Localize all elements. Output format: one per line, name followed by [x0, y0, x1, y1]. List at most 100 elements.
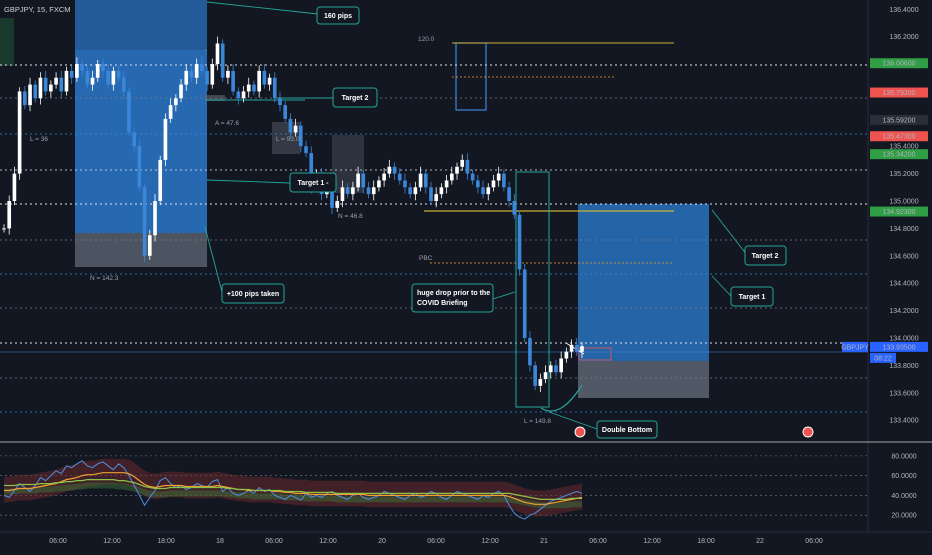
- candle-body: [137, 146, 142, 188]
- price-badge-text: 135.59200: [882, 117, 915, 124]
- price-badges: 136.00600 135.79200 135.59200 135.47300 135.…: [841, 58, 928, 363]
- candle-body: [205, 70, 209, 85]
- price-tick-label: 135.2000: [889, 171, 918, 178]
- time-tick-label: 12:00: [643, 538, 661, 545]
- candle-body: [465, 159, 470, 174]
- callout-target-2-right[interactable]: Target 2: [744, 245, 787, 266]
- candle-body: [200, 64, 204, 71]
- callout-target-2-left[interactable]: Target 2: [332, 87, 378, 108]
- candle-body: [340, 187, 345, 202]
- leader-160-pips: [206, 1, 319, 15]
- time-tick-label: 18:00: [157, 538, 175, 545]
- candle-body: [80, 64, 84, 71]
- candle-body: [304, 146, 308, 154]
- time-tick-label: 20: [378, 538, 386, 545]
- drop-channel-rectangle: [515, 171, 550, 408]
- candle-body: [470, 173, 475, 181]
- label-n142: N = 142.3: [90, 275, 119, 282]
- callout-100-pips[interactable]: +100 pips taken: [221, 283, 285, 304]
- callout-text: Target 1: [739, 294, 766, 301]
- candle-body: [434, 194, 439, 202]
- time-tick-label: 18:00: [697, 538, 715, 545]
- candle-body: [95, 64, 100, 78]
- candle-body: [528, 337, 532, 366]
- candle-body: [189, 70, 194, 78]
- callout-huge-drop[interactable]: huge drop prior to the COVID Briefing: [411, 283, 494, 313]
- candle-body: [429, 187, 433, 202]
- candle-body: [366, 187, 371, 195]
- candle-body: [278, 98, 282, 106]
- candle-body: [111, 70, 116, 85]
- price-tick-label: 135.0000: [889, 199, 918, 206]
- oscillator-tick-label: 20.0000: [891, 513, 916, 520]
- candle-body: [59, 77, 64, 92]
- candle-body: [38, 77, 43, 99]
- candle-body: [179, 84, 183, 99]
- candle-body: [158, 159, 163, 202]
- callout-double-bottom[interactable]: Double Bottom: [596, 420, 658, 439]
- current-price-value: 133.93500: [882, 344, 915, 351]
- event-flag-icon-circle: [574, 426, 586, 438]
- callout-box: [221, 283, 285, 304]
- candle-body: [147, 235, 152, 256]
- callout-160-pips[interactable]: 160 pips: [316, 6, 360, 25]
- oscillator-axis-ticks: 80.0000 60.0000 40.0000 20.0000: [891, 453, 916, 519]
- callout-target-1-right[interactable]: Target 1: [730, 286, 774, 307]
- leader-target1-left: [206, 179, 291, 184]
- candle-body: [460, 159, 465, 167]
- price-badge-bg: [870, 206, 928, 217]
- candle-body: [569, 344, 574, 352]
- candle-body: [283, 105, 288, 119]
- candle-body: [33, 84, 38, 99]
- event-flag-icon-2[interactable]: [802, 426, 814, 438]
- candle-body: [408, 187, 412, 195]
- candle-body: [252, 84, 256, 92]
- candle-body: [153, 201, 157, 236]
- candle-body: [522, 269, 527, 338]
- candle-body: [444, 180, 449, 188]
- price-badge-bg: [870, 87, 928, 98]
- oscillator-pane: [0, 455, 868, 520]
- price-tick-label: 134.0000: [889, 335, 918, 342]
- candle-body: [455, 166, 459, 174]
- candle-body: [12, 173, 17, 202]
- time-tick-label: 06:00: [805, 538, 823, 545]
- candle-body: [293, 125, 298, 133]
- price-tick-label: 133.8000: [889, 363, 918, 370]
- oscillator-green-band: [4, 482, 582, 509]
- time-tick-label: 06:00: [427, 538, 445, 545]
- leader-target1-right: [711, 275, 732, 297]
- time-tick-label: 18: [216, 538, 224, 545]
- candle-body: [28, 84, 32, 106]
- candle-body: [142, 187, 147, 256]
- price-badge-text: 135.47300: [882, 134, 915, 141]
- candle-body: [486, 187, 491, 195]
- candle-body: [241, 91, 246, 99]
- candle-body: [548, 365, 553, 373]
- callout-text: 160 pips: [324, 13, 352, 20]
- callout-box: [411, 283, 494, 313]
- time-tick-label: 21: [540, 538, 548, 545]
- candle-body: [127, 91, 131, 133]
- price-tick-label: 134.8000: [889, 226, 918, 233]
- event-flag-icon[interactable]: [574, 426, 586, 438]
- callout-box: [730, 286, 774, 307]
- candle-body: [2, 228, 6, 230]
- time-tick-label: 12:00: [319, 538, 337, 545]
- candle-body: [220, 43, 225, 78]
- candle-body: [559, 358, 563, 373]
- time-tick-label: 22: [756, 538, 764, 545]
- candle-body: [231, 70, 235, 92]
- callout-target-1-left[interactable]: Target 1 -: [289, 172, 337, 193]
- oscillator-band: [4, 458, 582, 517]
- time-tick-label: 06:00: [265, 538, 283, 545]
- candle-body: [496, 173, 501, 181]
- current-price-badge-bg: [870, 341, 928, 352]
- price-badge-text: 135.79200: [882, 90, 915, 97]
- candle-body: [272, 77, 277, 99]
- candle-body: [174, 98, 178, 106]
- label-120: 120.0: [418, 36, 435, 43]
- candle-body: [106, 70, 110, 85]
